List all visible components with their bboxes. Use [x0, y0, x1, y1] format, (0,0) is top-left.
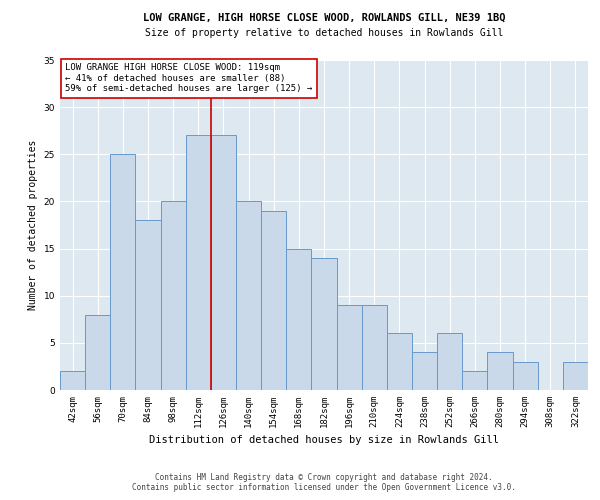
Text: Contains HM Land Registry data © Crown copyright and database right 2024.
Contai: Contains HM Land Registry data © Crown c…: [132, 473, 516, 492]
Bar: [362, 305, 387, 390]
Text: LOW GRANGE HIGH HORSE CLOSE WOOD: 119sqm
← 41% of detached houses are smaller (8: LOW GRANGE HIGH HORSE CLOSE WOOD: 119sqm…: [65, 64, 313, 93]
Bar: [387, 334, 412, 390]
Bar: [286, 248, 311, 390]
Bar: [487, 352, 512, 390]
Bar: [563, 362, 588, 390]
X-axis label: Distribution of detached houses by size in Rowlands Gill: Distribution of detached houses by size …: [149, 436, 499, 446]
Text: LOW GRANGE, HIGH HORSE CLOSE WOOD, ROWLANDS GILL, NE39 1BQ: LOW GRANGE, HIGH HORSE CLOSE WOOD, ROWLA…: [143, 12, 505, 22]
Text: Size of property relative to detached houses in Rowlands Gill: Size of property relative to detached ho…: [145, 28, 503, 38]
Y-axis label: Number of detached properties: Number of detached properties: [28, 140, 38, 310]
Bar: [161, 202, 186, 390]
Bar: [236, 202, 261, 390]
Bar: [110, 154, 136, 390]
Bar: [60, 371, 85, 390]
Bar: [337, 305, 362, 390]
Bar: [85, 314, 110, 390]
Bar: [261, 211, 286, 390]
Bar: [437, 334, 462, 390]
Bar: [412, 352, 437, 390]
Bar: [211, 136, 236, 390]
Bar: [136, 220, 161, 390]
Bar: [311, 258, 337, 390]
Bar: [512, 362, 538, 390]
Bar: [462, 371, 487, 390]
Bar: [186, 136, 211, 390]
